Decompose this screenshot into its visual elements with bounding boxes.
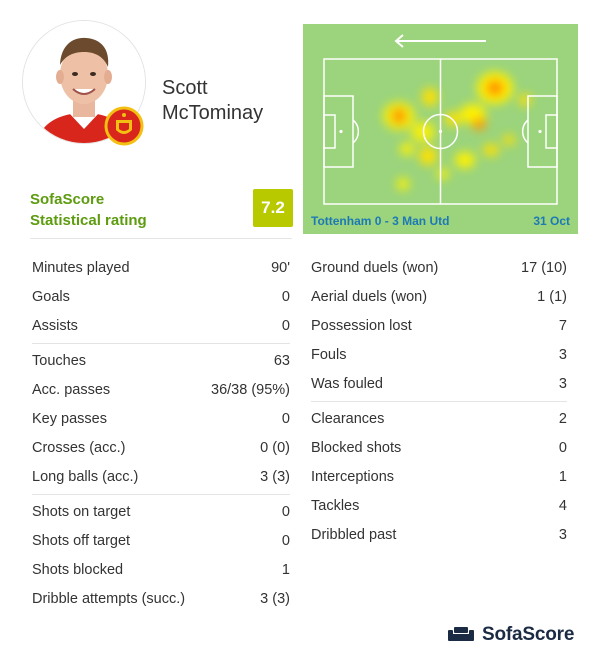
stat-row: Goals 0 (32, 283, 290, 312)
stat-value: 63 (273, 353, 290, 369)
stat-row: Shots off target 0 (32, 527, 290, 556)
stat-label: Dribble attempts (succ.) (32, 591, 186, 607)
heatmap-match[interactable]: Tottenham 0 - 3 Man Utd (311, 214, 450, 228)
stat-label: Ground duels (won) (311, 260, 439, 276)
stat-row: Aerial duels (won) 1 (1) (311, 283, 567, 312)
stat-row: Interceptions 1 (311, 463, 567, 492)
stat-label: Long balls (acc.) (32, 469, 139, 485)
stat-value: 1 (1) (537, 289, 567, 305)
stat-value: 7 (558, 318, 567, 334)
brand-name: SofaScore (482, 624, 575, 645)
stat-row: Crosses (acc.) 0 (0) (32, 434, 290, 463)
stat-label: Shots on target (32, 504, 131, 520)
stat-label: Was fouled (311, 376, 383, 392)
club-badge-icon (104, 106, 144, 146)
heatmap: Tottenham 0 - 3 Man Utd 31 Oct (303, 24, 578, 234)
divider (32, 343, 290, 344)
stat-label: Interceptions (311, 469, 395, 485)
stat-label: Possession lost (311, 318, 412, 334)
stat-value: 0 (0) (260, 440, 290, 456)
stat-value: 0 (281, 289, 290, 305)
stat-value: 3 (3) (260, 469, 290, 485)
player-avatar (22, 20, 146, 144)
stat-row: Fouls 3 (311, 341, 567, 370)
heatmap-date: 31 Oct (533, 214, 570, 228)
stat-value: 4 (558, 498, 567, 514)
stat-value: 3 (558, 376, 567, 392)
heatmap-zones (383, 72, 531, 190)
stat-value: 0 (281, 504, 290, 520)
stat-row: Clearances 2 (311, 405, 567, 434)
stat-row: Assists 0 (32, 312, 290, 341)
stat-label: Crosses (acc.) (32, 440, 126, 456)
divider (311, 401, 567, 402)
stat-value: 36/38 (95%) (211, 382, 290, 398)
rating-source: SofaScore (30, 191, 105, 208)
stat-row: Minutes played 90' (32, 254, 290, 283)
stat-row: Tackles 4 (311, 492, 567, 521)
player-last-name: McTominay (162, 102, 264, 124)
stat-value: 17 (10) (521, 260, 567, 276)
stat-label: Blocked shots (311, 440, 402, 456)
stat-value: 3 (558, 347, 567, 363)
stat-row: Key passes 0 (32, 405, 290, 434)
divider (30, 238, 292, 239)
arrow-left-icon (394, 34, 486, 48)
stat-label: Acc. passes (32, 382, 111, 398)
stat-label: Dribbled past (311, 527, 397, 543)
rating-badge: 7.2 (253, 189, 293, 227)
stat-row: Ground duels (won) 17 (10) (311, 254, 567, 283)
stat-row: Long balls (acc.) 3 (3) (32, 463, 290, 492)
rating-caption: Statistical rating (30, 212, 147, 229)
stat-value: 3 (3) (260, 591, 290, 607)
stats-left: Minutes played 90' Goals 0 Assists 0 Touche… (32, 254, 290, 614)
stat-row: Dribbled past 3 (311, 521, 567, 550)
rating-label: SofaScore Statistical rating (30, 189, 147, 231)
stat-label: Minutes played (32, 260, 130, 276)
stat-row: Possession lost 7 (311, 312, 567, 341)
sofa-icon (448, 627, 474, 641)
rating-value: 7.2 (261, 198, 285, 217)
stat-label: Assists (32, 318, 78, 334)
stat-value: 2 (558, 411, 567, 427)
stat-label: Shots blocked (32, 562, 124, 578)
stat-value: 0 (281, 411, 290, 427)
stat-value: 0 (281, 318, 290, 334)
stat-row: Acc. passes 36/38 (95%) (32, 376, 290, 405)
stat-label: Clearances (311, 411, 385, 427)
stat-row: Shots blocked 1 (32, 556, 290, 585)
stat-label: Shots off target (32, 533, 131, 549)
stat-row: Blocked shots 0 (311, 434, 567, 463)
stat-value: 90' (271, 260, 290, 276)
stat-row: Shots on target 0 (32, 498, 290, 527)
stat-value: 3 (558, 527, 567, 543)
heatmap-pitch (323, 34, 558, 205)
stat-label: Fouls (311, 347, 347, 363)
stat-label: Aerial duels (won) (311, 289, 428, 305)
stat-label: Goals (32, 289, 70, 305)
stats-right: Ground duels (won) 17 (10) Aerial duels (… (311, 254, 567, 550)
player-first-name: Scott (162, 77, 208, 99)
player-photo-icon (23, 21, 145, 143)
sofascore-logo[interactable]: SofaScore (448, 624, 574, 646)
stat-row: Dribble attempts (succ.) 3 (3) (32, 585, 290, 614)
stat-value: 1 (558, 469, 567, 485)
stat-label: Touches (32, 353, 87, 369)
player-name: Scott McTominay (162, 76, 263, 126)
stat-value: 0 (558, 440, 567, 456)
stat-row: Touches 63 (32, 347, 290, 376)
divider (32, 494, 290, 495)
stat-label: Tackles (311, 498, 360, 514)
stat-row: Was fouled 3 (311, 370, 567, 399)
stat-value: 0 (281, 533, 290, 549)
stat-label: Key passes (32, 411, 107, 427)
stat-value: 1 (281, 562, 290, 578)
